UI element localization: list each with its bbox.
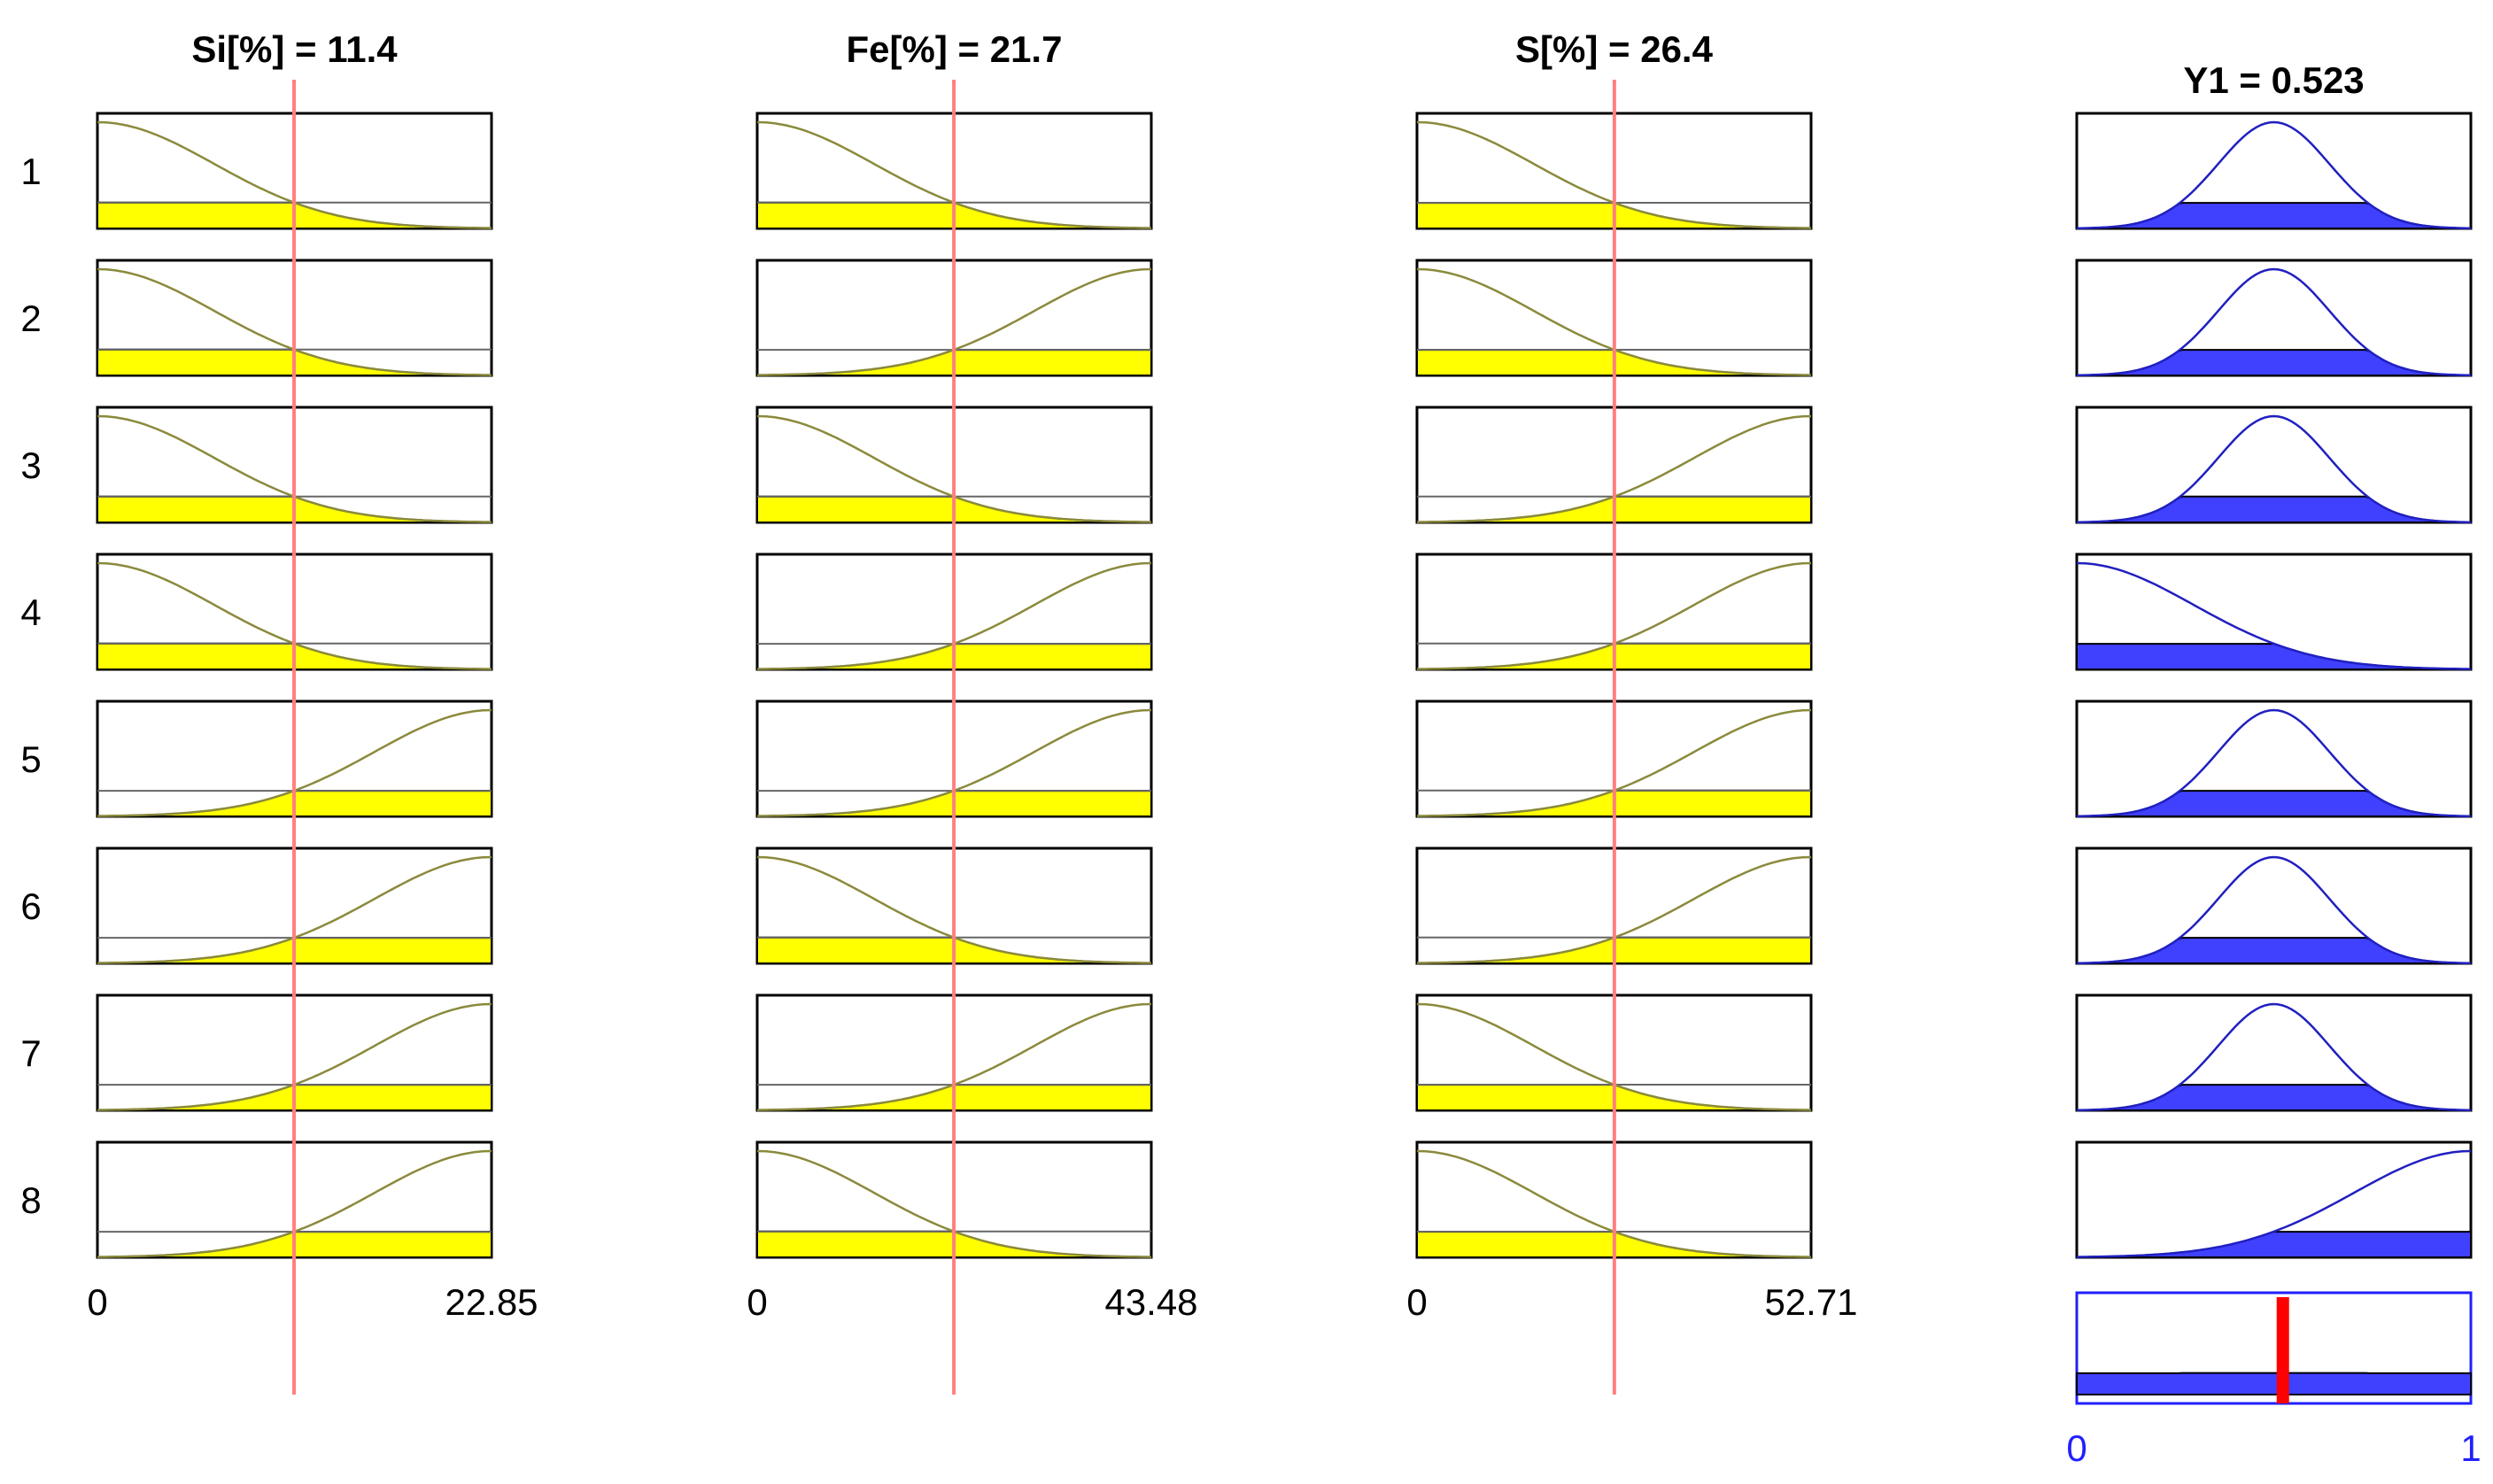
output-membership-curve: [2076, 561, 2472, 670]
output-membership-curve: [2076, 855, 2472, 965]
input-3-axis-min: 0: [1406, 1281, 1427, 1323]
output-membership-curve: [2076, 120, 2472, 230]
rule-2-output-plot: [2075, 259, 2473, 377]
rule-label-1: 1: [20, 151, 41, 192]
output-membership-curve: [2076, 267, 2472, 377]
rule-label-5: 5: [20, 738, 41, 780]
rule-label-8: 8: [20, 1179, 41, 1221]
rule-3-output-plot: [2075, 406, 2473, 524]
rule-label-3: 3: [20, 444, 41, 486]
rule-1-output-plot: [2075, 112, 2473, 230]
rule-7-output-plot: [2075, 993, 2473, 1112]
output-membership-curve: [2076, 1149, 2472, 1258]
input-1-axis-max: 22.85: [445, 1281, 538, 1323]
input-1-axis-min: 0: [87, 1281, 107, 1323]
output-membership-curve: [2076, 708, 2472, 818]
rule-label-2: 2: [20, 298, 41, 339]
rule-6-output-plot: [2075, 846, 2473, 965]
rule-label-6: 6: [20, 885, 41, 927]
aggregate-fill: [2076, 1372, 2472, 1395]
rule-5-output-plot: [2075, 699, 2473, 818]
output-axis-max: 1: [2460, 1427, 2481, 1469]
input-2-axis-min: 0: [747, 1281, 767, 1323]
defuzzified-result-bar[interactable]: [2276, 1297, 2289, 1403]
output-membership-curve: [2076, 1002, 2472, 1112]
input-header-3: S[%] = 26.4: [1515, 28, 1714, 70]
input-2-axis-max: 43.48: [1104, 1281, 1197, 1323]
input-header-2: Fe[%] = 21.7: [847, 28, 1063, 70]
rule-8-output-plot: [2075, 1140, 2473, 1259]
output-membership-curve: [2076, 414, 2472, 524]
input-header-1: Si[%] = 11.4: [191, 28, 398, 70]
rule-4-output-plot: [2075, 553, 2473, 671]
output-axis-min: 0: [2066, 1427, 2087, 1469]
aggregate-output-plot: [2075, 1291, 2473, 1405]
rule-label-7: 7: [20, 1032, 41, 1074]
input-3-axis-max: 52.71: [1764, 1281, 1857, 1323]
output-header: Y1 = 0.523: [2183, 59, 2364, 101]
rule-label-4: 4: [20, 591, 41, 633]
